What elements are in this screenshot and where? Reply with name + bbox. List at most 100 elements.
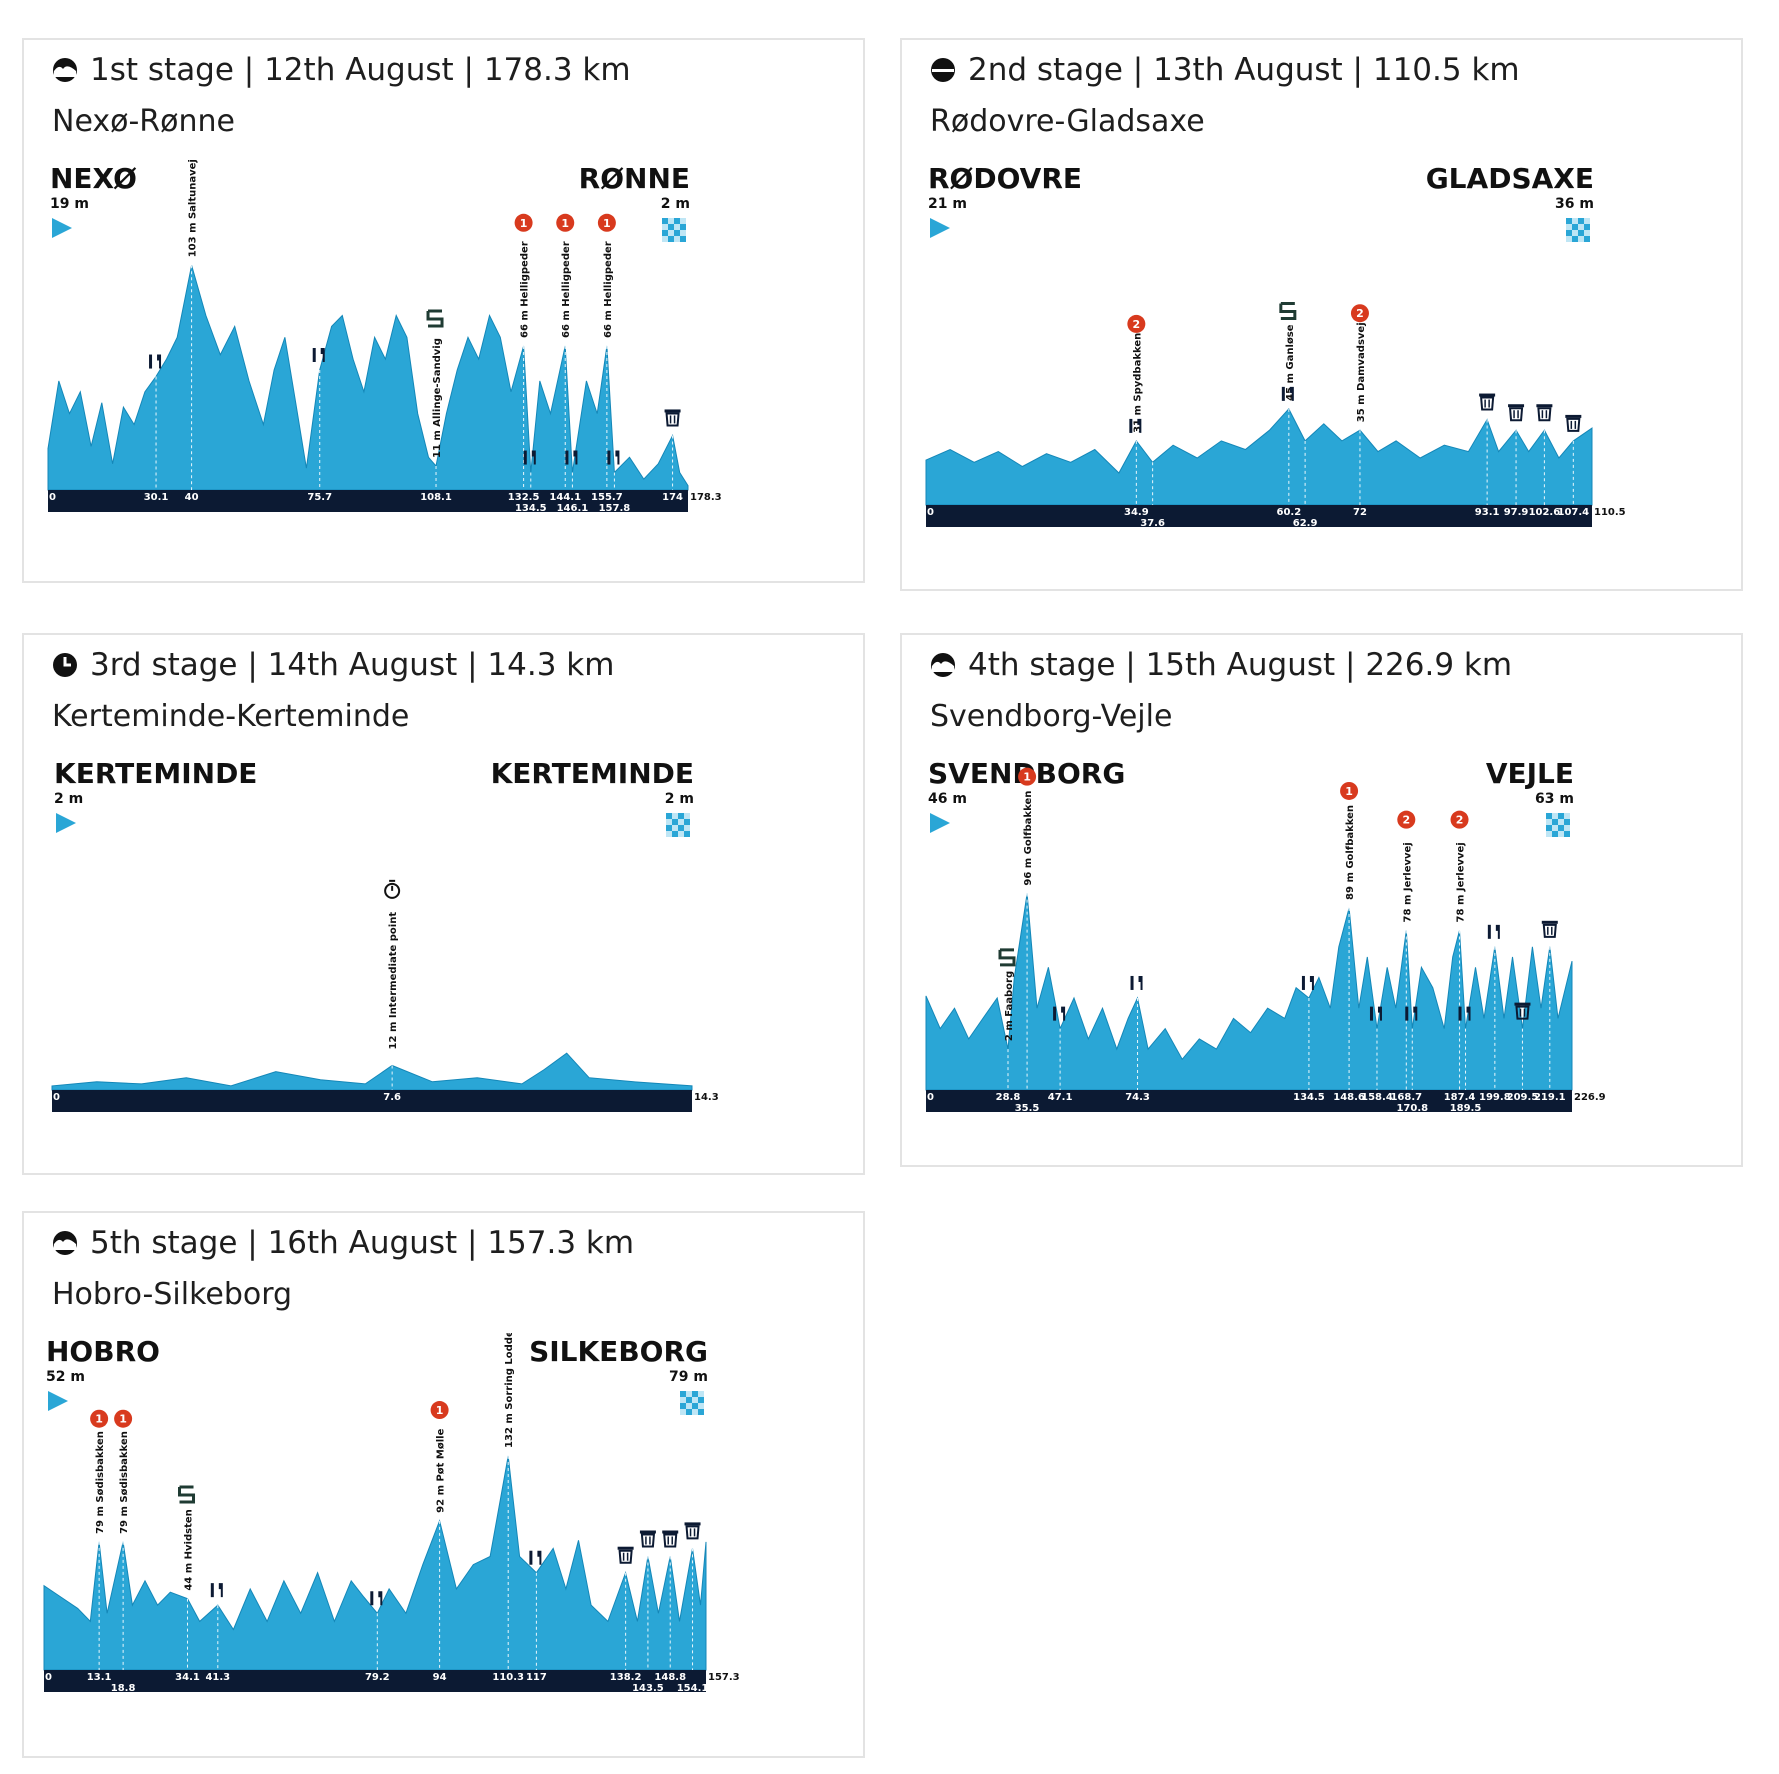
stage-header: 1st stage | 12th August | 178.3 km <box>90 52 631 88</box>
stage-route: Kerteminde-Kerteminde <box>52 699 410 734</box>
distance-tick-label: 28.8 <box>996 1092 1021 1103</box>
start-elevation-label: 46 m <box>928 791 967 807</box>
feed-zone-icon <box>370 1591 383 1606</box>
distance-tick-label: 117 <box>526 1672 547 1683</box>
distance-tick-label: 34.1 <box>175 1672 200 1683</box>
distance-tick-label: 154.1 <box>677 1683 709 1694</box>
waste-zone-icon <box>1479 393 1496 411</box>
distance-tick-label: 0 <box>53 1092 60 1103</box>
start-flag-icon <box>930 218 950 238</box>
stage-header: 4th stage | 15th August | 226.9 km <box>968 647 1513 683</box>
finish-flag-icon <box>680 1391 704 1415</box>
climb-category-badge <box>90 1409 109 1428</box>
climb-category-label: 1 <box>561 217 569 230</box>
distance-tick-label: 93.1 <box>1475 507 1500 518</box>
feed-zone-icon <box>523 450 536 465</box>
distance-tick-label: 174 <box>662 492 683 503</box>
climb-category-badge <box>1018 767 1037 786</box>
distance-tick-label: 132.5 <box>508 492 540 503</box>
intermediate-point-label: 12 m Intermediate point <box>388 912 399 1050</box>
distance-tick-label: 148.6 <box>1333 1092 1365 1103</box>
finish-elevation-label: 63 m <box>1535 791 1574 807</box>
hilly-stage-icon <box>53 58 77 82</box>
waste-zone-icon <box>1508 404 1525 422</box>
climb-category-label: 1 <box>1023 771 1031 784</box>
finish-city-label: GLADSAXE <box>1426 162 1594 195</box>
climb-category-badge <box>1350 304 1369 323</box>
feed-zone-icon <box>607 450 620 465</box>
stage-header: 3rd stage | 14th August | 14.3 km <box>90 647 615 683</box>
climb-category-badge <box>114 1409 133 1428</box>
finish-city-label: VEJLE <box>1486 757 1574 790</box>
sprint-marker: 44 m Hvidsten <box>178 1485 196 1591</box>
finish-elevation-label: 79 m <box>669 1369 708 1385</box>
distance-tick-label: 143.5 <box>632 1683 664 1694</box>
sprint-label: 2 m Faaborg <box>1004 971 1015 1041</box>
start-city-label: KERTEMINDE <box>54 757 257 790</box>
feed-zone-icon <box>1053 1006 1066 1021</box>
distance-tick-label: 144.1 <box>549 492 581 503</box>
start-city-label: RØDOVRE <box>928 162 1082 195</box>
feed-zone-icon <box>1487 924 1500 939</box>
stage-card-4: 4th stage | 15th August | 226.9 km Svend… <box>900 633 1743 1167</box>
waste-zone-icon <box>1565 414 1582 432</box>
start-flag-icon <box>52 218 72 238</box>
distance-tick-label: 14.3 <box>694 1092 719 1103</box>
distance-tick-label: 178.3 <box>690 492 722 503</box>
climb-marker: 66 m Helligpeder 1 <box>556 213 575 338</box>
climb-category-label: 1 <box>95 1413 103 1426</box>
distance-tick-label: 7.6 <box>383 1092 401 1103</box>
climb-label: 66 m Helligpeder <box>520 241 531 338</box>
sprint-marker: 45 m Ganløse <box>1279 301 1297 401</box>
distance-tick-label: 157.3 <box>708 1672 740 1683</box>
climb-label: 78 m Jerlevvej <box>1456 842 1467 922</box>
distance-tick-label: 134.5 <box>1293 1092 1325 1103</box>
start-elevation-label: 2 m <box>54 791 83 807</box>
distance-band <box>48 490 688 512</box>
feed-zone-icon <box>1301 975 1314 990</box>
distance-tick-label: 148.8 <box>654 1672 686 1683</box>
climb-marker: 78 m Jerlevvej 2 <box>1397 810 1416 922</box>
distance-tick-label: 146.1 <box>557 503 589 514</box>
hilly-stage-icon <box>931 653 955 677</box>
climb-category-label: 2 <box>1456 814 1464 827</box>
feed-zone-icon <box>1129 418 1142 433</box>
climb-label: 66 m Helligpeder <box>603 241 614 338</box>
start-elevation-label: 52 m <box>46 1369 85 1385</box>
finish-flag-icon <box>666 813 690 837</box>
climb-marker: 31 m Spydbakken 2 <box>1127 314 1146 433</box>
distance-tick-label: 226.9 <box>1574 1092 1606 1103</box>
hilly-stage-icon <box>53 1231 77 1255</box>
distance-tick-label: 79.2 <box>365 1672 390 1683</box>
distance-band <box>926 1090 1572 1112</box>
waste-zone-icon <box>617 1546 634 1564</box>
climb-category-badge <box>514 213 533 232</box>
distance-tick-label: 187.4 <box>1444 1092 1476 1103</box>
distance-tick-label: 35.5 <box>1015 1103 1040 1114</box>
climb-label: 89 m Golfbakken <box>1345 805 1356 900</box>
climb-label: 35 m Damvadsvej <box>1356 322 1367 422</box>
stage-route: Nexø-Rønne <box>52 104 235 139</box>
feed-zone-icon <box>1369 1006 1382 1021</box>
distance-tick-label: 18.8 <box>111 1683 136 1694</box>
elevation-profile-area <box>43 1455 707 1671</box>
stage-route: Rødovre-Gladsaxe <box>930 104 1205 139</box>
climb-label: 132 m Sorring Loddenhøj <box>504 1333 515 1448</box>
waste-zone-icon <box>1536 404 1553 422</box>
distance-tick-label: 74.3 <box>1125 1092 1150 1103</box>
sprint-marker: 2 m Faaborg <box>998 948 1016 1041</box>
climb-category-label: 1 <box>603 217 611 230</box>
elevation-profile-area <box>47 265 689 491</box>
feed-zone-icon <box>1458 1006 1471 1021</box>
climb-category-label: 1 <box>1345 785 1353 798</box>
flat-stage-icon <box>931 58 955 82</box>
finish-city-label: RØNNE <box>579 162 690 195</box>
climb-category-badge <box>1127 314 1146 333</box>
feed-zone-icon <box>1405 1006 1418 1021</box>
climb-category-badge <box>597 213 616 232</box>
climb-label: 31 m Spydbakken <box>1132 333 1143 433</box>
